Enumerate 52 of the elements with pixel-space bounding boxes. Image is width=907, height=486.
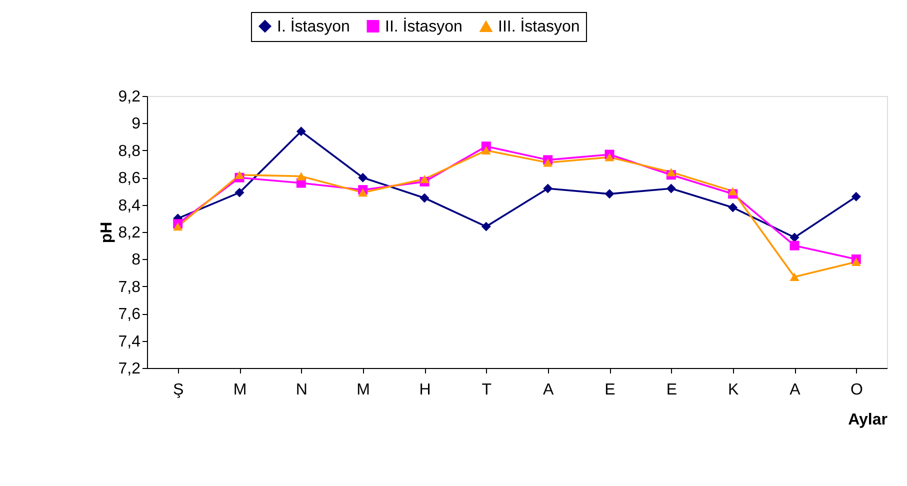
x-tick-label: H [419, 382, 431, 398]
point [851, 258, 861, 266]
legend-label: I. İstasyon [277, 17, 350, 36]
y-tick-label: 7,4 [118, 333, 141, 350]
x-tick-label: A [542, 382, 554, 398]
point [728, 202, 738, 212]
x-tick-label: M [356, 382, 370, 398]
x-tick-label: T [482, 382, 492, 398]
point [481, 222, 491, 232]
x-tick-label: K [728, 382, 739, 398]
y-axis-title: pH [98, 222, 116, 244]
y-tick-label: 9,2 [118, 88, 141, 106]
point [790, 272, 800, 281]
point [790, 240, 800, 250]
point [173, 222, 183, 231]
y-tick-label: 8,8 [118, 142, 141, 160]
x-tick-label: M [233, 382, 247, 398]
point [420, 174, 430, 184]
x-tick-label: Ş [172, 382, 184, 398]
y-tick-label: 8 [132, 252, 141, 269]
x-tick-label: N [296, 382, 308, 398]
point [543, 184, 553, 194]
x-axis-title: Aylar [848, 412, 888, 428]
y-tick-label: 8,4 [118, 197, 141, 214]
point [358, 172, 368, 182]
y-tick-label: 9 [132, 116, 141, 133]
point [358, 188, 368, 197]
x-tick-label: A [790, 382, 801, 398]
y-tick-label: 8,2 [118, 224, 141, 242]
point [234, 170, 244, 179]
point [543, 158, 553, 167]
point [666, 184, 676, 194]
x-tick-label: E [604, 382, 616, 398]
point [481, 146, 491, 155]
point [296, 172, 306, 180]
legend-label: II. İstasyon [385, 17, 462, 36]
point [296, 126, 306, 136]
point [234, 188, 244, 198]
x-tick-label: E [666, 382, 678, 398]
point [604, 189, 614, 199]
y-tick-label: 7,2 [118, 360, 141, 378]
point [420, 193, 430, 203]
point [790, 232, 800, 242]
y-tick-label: 7,8 [118, 278, 141, 296]
y-tick-label: 8,6 [118, 170, 141, 188]
point [851, 192, 861, 202]
x-tick-label: O [850, 382, 863, 398]
point [728, 187, 738, 196]
y-tick-label: 7,6 [118, 306, 141, 324]
legend-label: III. İstasyon [498, 18, 580, 36]
point [666, 168, 676, 176]
point [604, 153, 614, 162]
